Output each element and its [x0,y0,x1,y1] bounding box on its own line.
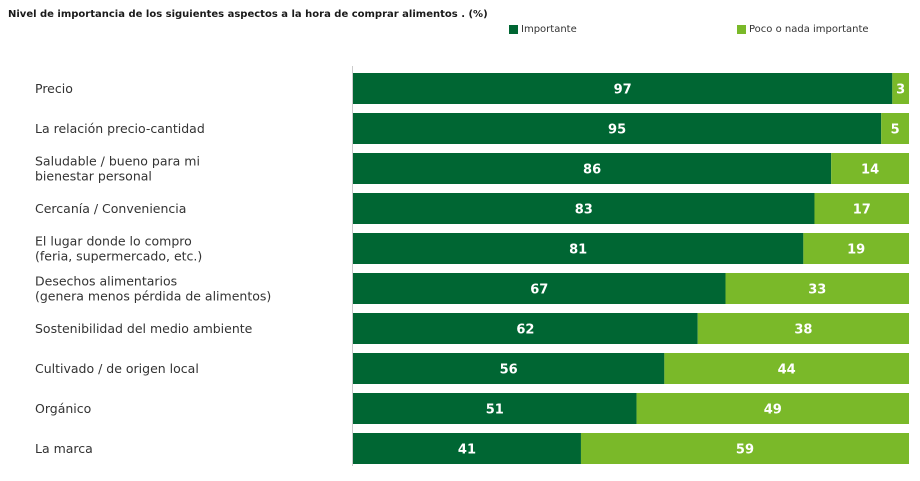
chart-title: Nivel de importancia de los siguientes a… [8,9,488,20]
category-label-line: La relación precio-cantidad [35,121,205,136]
category-label-line: bienestar personal [35,169,152,184]
category-label-line: Sostenibilidad del medio ambiente [35,321,253,336]
bar-importante [353,313,698,344]
value-label-poco-importante: 33 [808,283,826,298]
legend-item-poco-importante: Poco o nada importante [737,24,869,35]
category-label-line: La marca [35,441,93,456]
category-label-line: Saludable / bueno para mi [35,154,200,169]
bar-importante [353,193,815,224]
bar-importante [353,393,637,424]
value-label-poco-importante: 49 [764,403,782,418]
category-label: La marca [35,441,93,456]
category-label-line: Desechos alimentarios [35,274,177,289]
category-label: Sostenibilidad del medio ambiente [35,321,253,336]
bar-importante [353,353,665,384]
bar-poco-importante [814,193,909,224]
bar-importante [353,153,832,184]
category-label: Cultivado / de origen local [35,361,199,376]
legend-label-importante: Importante [521,24,577,35]
category-label: Orgánico [35,401,91,416]
value-label-importante: 81 [569,243,587,258]
bar-importante [353,113,882,144]
bar-poco-importante [664,353,909,384]
category-label-line: Orgánico [35,401,91,416]
value-label-poco-importante: 14 [861,163,879,178]
legend-label-poco-importante: Poco o nada importante [749,24,869,35]
legend-swatch-poco-importante [737,25,746,34]
category-label: Desechos alimentarios (genera menos pérdi… [35,274,271,304]
category-label-line: Precio [35,81,73,96]
bar-poco-importante [892,73,909,104]
bar-poco-importante [725,273,909,304]
category-label-line: (feria, supermercado, etc.) [35,249,202,264]
category-label: La relación precio-cantidad [35,121,205,136]
category-label-line: Cercanía / Conveniencia [35,201,186,216]
bar-poco-importante [831,153,909,184]
bar-poco-importante [881,113,909,144]
bar-poco-importante [803,233,909,264]
value-label-poco-importante: 17 [853,203,871,218]
category-label: El lugar donde lo compro (feria, supermer… [35,234,202,264]
legend-swatch-importante [509,25,518,34]
value-label-importante: 83 [575,203,593,218]
bar-poco-importante [580,433,909,464]
legend-item-importante: Importante [509,24,577,35]
value-label-importante: 62 [516,323,534,338]
value-label-importante: 97 [614,83,632,98]
value-label-importante: 86 [583,163,601,178]
value-label-importante: 51 [486,403,504,418]
bar-importante [353,73,893,104]
bar-poco-importante [636,393,909,424]
bar-poco-importante [697,313,909,344]
category-label-line: El lugar donde lo compro [35,234,192,249]
value-label-importante: 95 [608,123,626,138]
category-label: Cercanía / Conveniencia [35,201,186,216]
value-label-importante: 67 [530,283,548,298]
value-label-poco-importante: 5 [891,123,900,138]
bar-importante [353,273,726,304]
value-label-importante: 41 [458,443,476,458]
bar-importante [353,233,804,264]
value-label-poco-importante: 44 [778,363,796,378]
category-label: Precio [35,81,73,96]
bar-importante [353,433,581,464]
value-label-poco-importante: 59 [736,443,754,458]
value-label-poco-importante: 19 [847,243,865,258]
value-label-poco-importante: 3 [896,83,905,98]
category-label-line: Cultivado / de origen local [35,361,199,376]
category-label: Saludable / bueno para mi bienestar perso… [35,154,200,184]
value-label-poco-importante: 38 [794,323,812,338]
category-label-line: (genera menos pérdida de alimentos) [35,289,271,304]
value-label-importante: 56 [500,363,518,378]
